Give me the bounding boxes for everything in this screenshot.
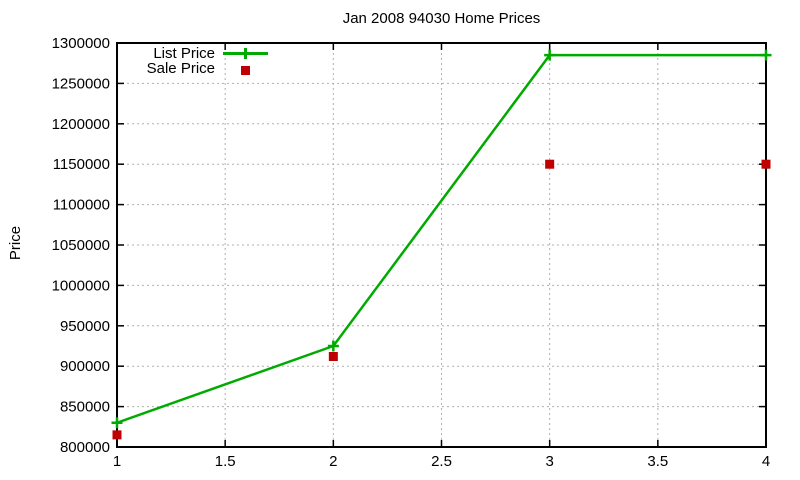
list-price-plus-marker — [760, 49, 772, 61]
sale-price-square-marker — [328, 352, 338, 362]
y-tick-label: 1050000 — [52, 237, 110, 254]
y-axis-label: Price — [7, 225, 24, 261]
list-price-plus-marker — [544, 49, 556, 61]
sale-price-square-marker — [545, 159, 555, 169]
y-tick-label: 950000 — [60, 318, 110, 335]
legend-label-list-price: List Price — [153, 45, 215, 62]
x-tick-label: 3.5 — [647, 453, 668, 470]
legend-label-sale-price: Sale Price — [146, 60, 215, 77]
x-tick-label: 1 — [113, 453, 121, 470]
chart-title: Jan 2008 94030 Home Prices — [342, 10, 541, 27]
legend-list-price-plus-icon — [240, 48, 251, 59]
list-price-plus-marker — [327, 340, 339, 352]
y-tick-label: 800000 — [60, 439, 110, 456]
x-tick-label: 1.5 — [215, 453, 236, 470]
x-tick-label: 3 — [545, 453, 553, 470]
x-tick-label: 2 — [329, 453, 337, 470]
y-tick-label: 1250000 — [52, 75, 110, 92]
y-tick-label: 1100000 — [53, 197, 110, 214]
list-price-line — [116, 53, 766, 424]
y-tick-label: 1300000 — [52, 35, 110, 52]
sale-price-square-marker — [761, 159, 771, 169]
y-tick-label: 900000 — [60, 358, 110, 375]
x-tick-label: 4 — [762, 453, 770, 470]
y-tick-label: 1150000 — [53, 156, 110, 173]
y-tick-label: 1200000 — [52, 116, 110, 133]
legend-sale-price-square-icon — [241, 66, 250, 75]
y-tick-label: 850000 — [60, 399, 110, 416]
sale-price-square-marker — [112, 430, 122, 440]
list-price-plus-marker — [111, 417, 123, 429]
y-tick-label: 1000000 — [52, 277, 110, 294]
x-tick-label: 2.5 — [431, 453, 452, 470]
